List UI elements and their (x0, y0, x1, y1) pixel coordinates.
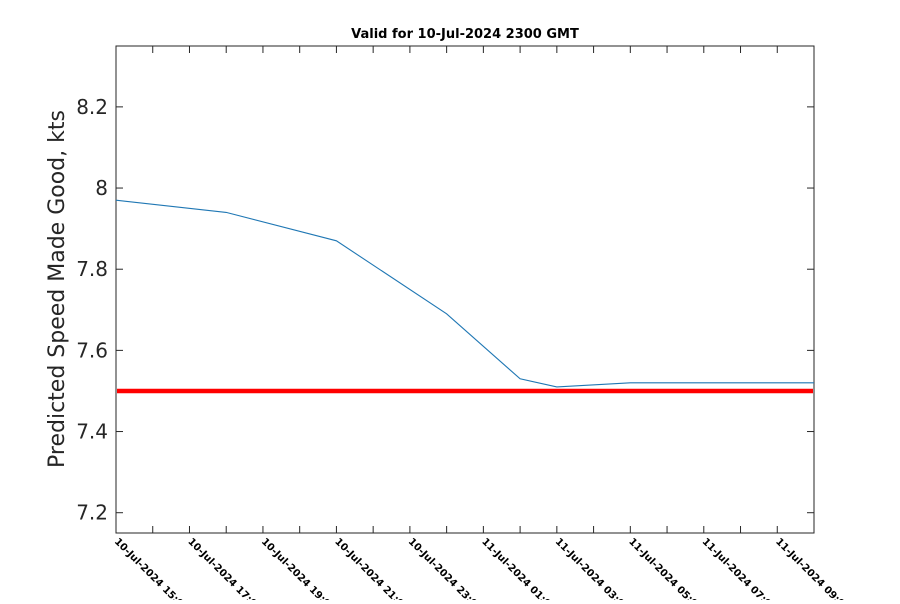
series-line (115, 199, 814, 388)
x-tick-label: 11-Jul-2024 05:0 (626, 536, 699, 600)
plot-area: 7.27.47.67.888.210-Jul-2024 15:0 10-Jul-2… (76, 45, 846, 604)
x-tick-label: 10-Jul-2024 15:0 (112, 536, 185, 600)
y-tick-label: 8.2 (76, 95, 108, 119)
y-tick-label: 8 (95, 176, 108, 200)
x-tick-label: 10-Jul-2024 21:0 (332, 536, 405, 600)
y-tick-label: 7.4 (76, 420, 108, 444)
y-tick-label: 7.2 (76, 501, 108, 525)
y-axis-label: Predicted Speed Made Good, kts (45, 110, 70, 468)
x-tick-label: 10-Jul-2024 19:0 (259, 536, 332, 600)
chart-title: Valid for 10-Jul-2024 2300 GMT (351, 27, 579, 42)
x-tick-label: 11-Jul-2024 03:0 (553, 536, 626, 600)
x-tick-label: 11-Jul-2024 01:0 (479, 536, 552, 600)
x-tick-label: 10-Jul-2024 17:0 (185, 536, 258, 600)
x-tick-label: 10-Jul-2024 23:0 (406, 536, 479, 600)
x-tick-label: 11-Jul-2024 07:0 (700, 536, 773, 600)
axes-box (115, 45, 815, 534)
y-tick-label: 7.8 (76, 257, 108, 281)
y-tick-label: 7.6 (76, 338, 108, 362)
x-tick-label: 11-Jul-2024 09:0 (773, 536, 846, 600)
